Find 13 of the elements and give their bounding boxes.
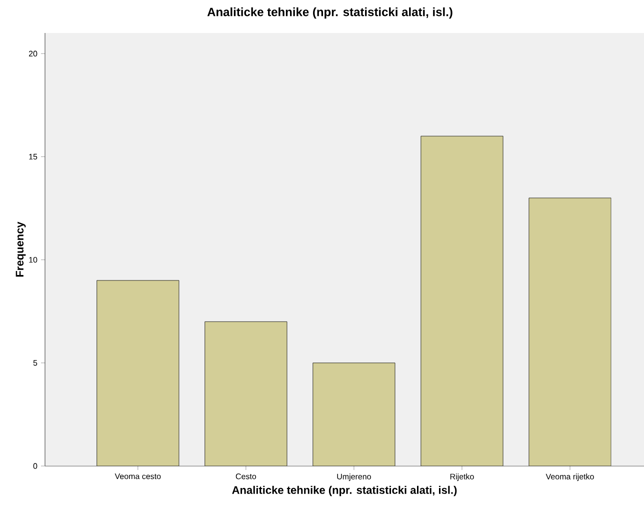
y-tick-label: 10 [29, 256, 38, 263]
x-axis-title: Analiticke tehnike (npr. statisticki alati, isl.) [232, 486, 457, 496]
chart-title: Analiticke tehnike (npr. statisticki alati, isl.) [207, 7, 452, 19]
y-tick-label: 0 [33, 463, 38, 469]
x-tick-label: Cesto [236, 474, 256, 480]
y-tick-label: 20 [28, 50, 38, 56]
y-tick-label: 15 [29, 154, 38, 160]
x-tick-label: Rijetko [450, 474, 474, 481]
x-tick-label: Umjereno [337, 474, 371, 481]
x-tick-label: Veoma rijetko [546, 474, 594, 481]
y-tick-label: 5 [33, 360, 38, 366]
x-tick-label: Veoma cesto [114, 474, 161, 480]
y-axis-title: Frequency [16, 222, 26, 277]
